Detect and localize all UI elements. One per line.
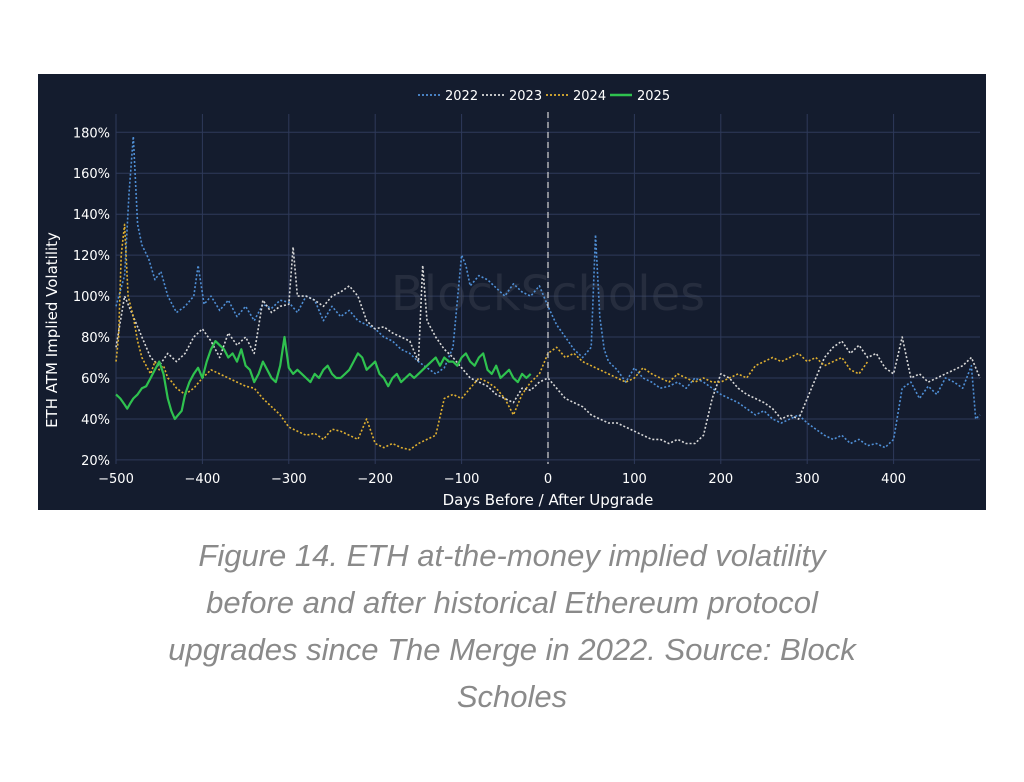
x-tick-label: 100 [622, 472, 647, 487]
y-tick-label: 140% [73, 208, 110, 223]
figure-caption: Figure 14. ETH at-the-money implied vola… [168, 538, 856, 714]
y-tick-label: 60% [81, 372, 110, 387]
y-tick-label: 120% [73, 249, 110, 264]
x-tick-label: 400 [881, 472, 906, 487]
x-tick-label: 300 [795, 472, 820, 487]
y-tick-label: 20% [81, 454, 110, 469]
x-tick-label: −300 [271, 472, 307, 487]
y-tick-label: 80% [81, 331, 110, 346]
y-tick-label: 180% [73, 126, 110, 141]
legend-label-2025: 2025 [637, 89, 670, 104]
x-tick-label: 200 [708, 472, 733, 487]
series-line-2022 [115, 135, 981, 449]
x-axis-label: Days Before / After Upgrade [443, 491, 654, 509]
y-tick-label: 100% [73, 290, 110, 305]
legend-label-2022: 2022 [445, 89, 478, 104]
legend: 2022 2023 2024 2025 [418, 89, 670, 104]
chart-panel: BlockScholes 20% 40% 60% 80% 100% 120% 140% 160… [38, 74, 986, 510]
y-axis-ticks: 20% 40% 60% 80% 100% 120% 140% 160% 180% [73, 126, 110, 469]
x-tick-label: −400 [185, 472, 221, 487]
series-group [115, 135, 981, 451]
line-chart: BlockScholes 20%40%60%80%100%120%140%160… [43, 89, 981, 509]
y-axis-label: ETH ATM Implied Volatility [43, 232, 61, 428]
y-tick-label: 160% [73, 167, 110, 182]
x-axis-ticks: −500 −400 −300 −200 −100 0 100 200 300 400 [98, 472, 906, 487]
series-line-2025 [115, 335, 532, 421]
x-tick-label: −500 [98, 472, 134, 487]
series-line-2023 [115, 246, 981, 445]
y-tick-label: 40% [81, 413, 110, 428]
x-tick-label: −100 [444, 472, 480, 487]
x-tick-label: 0 [544, 472, 552, 487]
legend-label-2024: 2024 [573, 89, 606, 104]
x-tick-label: −200 [357, 472, 393, 487]
legend-label-2023: 2023 [509, 89, 542, 104]
